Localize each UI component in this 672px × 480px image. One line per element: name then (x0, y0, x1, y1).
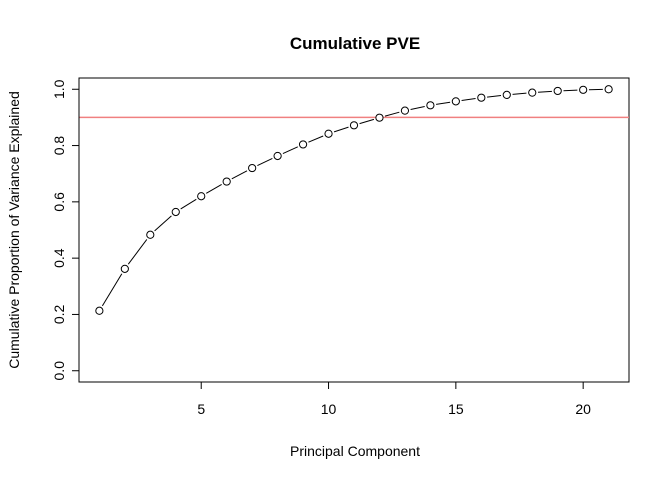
y-axis: 0.0 0.2 0.4 0.6 0.8 1.0 (51, 79, 80, 381)
data-point (171, 207, 180, 217)
series-segment (436, 101, 451, 105)
series-segment (461, 98, 476, 102)
data-point (553, 86, 562, 96)
y-tick-label: 0.0 (51, 361, 67, 381)
data-point (120, 264, 129, 273)
x-tick-label: 20 (575, 401, 591, 417)
data-point (426, 101, 435, 110)
series-segment (127, 239, 148, 265)
data-point (298, 140, 308, 149)
y-tick-label: 0.4 (51, 248, 67, 268)
data-point (146, 230, 155, 239)
series-segment (537, 90, 552, 93)
series-segment (101, 273, 123, 307)
data-point (451, 97, 460, 106)
data-point (197, 192, 206, 201)
data-point (579, 85, 588, 94)
series-layer (95, 85, 613, 315)
series-segment (231, 170, 248, 180)
series-segment (359, 118, 375, 125)
y-tick-label: 1.0 (51, 79, 67, 99)
x-axis-label: Principal Component (290, 443, 420, 459)
series-segment (257, 158, 273, 167)
data-point (502, 90, 511, 99)
y-axis-label: Cumulative Proportion of Variance Explai… (6, 91, 22, 369)
data-point (95, 306, 104, 315)
series-segment (206, 184, 222, 194)
chart-title: Cumulative PVE (290, 34, 420, 53)
series-segment (563, 89, 578, 92)
series-segment (308, 135, 324, 143)
series-segment (154, 215, 172, 232)
series-segment (410, 106, 425, 110)
data-point (248, 163, 257, 173)
series-segment (282, 146, 298, 155)
data-point (400, 106, 410, 115)
y-tick-label: 0.6 (51, 192, 67, 212)
series-segment (333, 126, 349, 133)
x-tick-label: 10 (321, 401, 337, 417)
series-segment (384, 111, 400, 117)
data-point (273, 151, 282, 161)
data-point (375, 113, 384, 122)
data-point (528, 88, 537, 97)
data-point (477, 93, 486, 102)
x-axis: 5 10 15 20 (197, 381, 591, 417)
data-point (349, 121, 359, 130)
y-tick-label: 0.8 (51, 136, 67, 156)
x-tick-label: 5 (197, 401, 205, 417)
x-tick-label: 15 (448, 401, 464, 417)
series-segment (512, 92, 527, 95)
data-point (604, 85, 613, 94)
series-segment (180, 198, 197, 210)
series-segment (487, 95, 502, 98)
y-tick-label: 0.2 (51, 305, 67, 325)
data-point (324, 129, 333, 138)
data-point (222, 177, 231, 186)
